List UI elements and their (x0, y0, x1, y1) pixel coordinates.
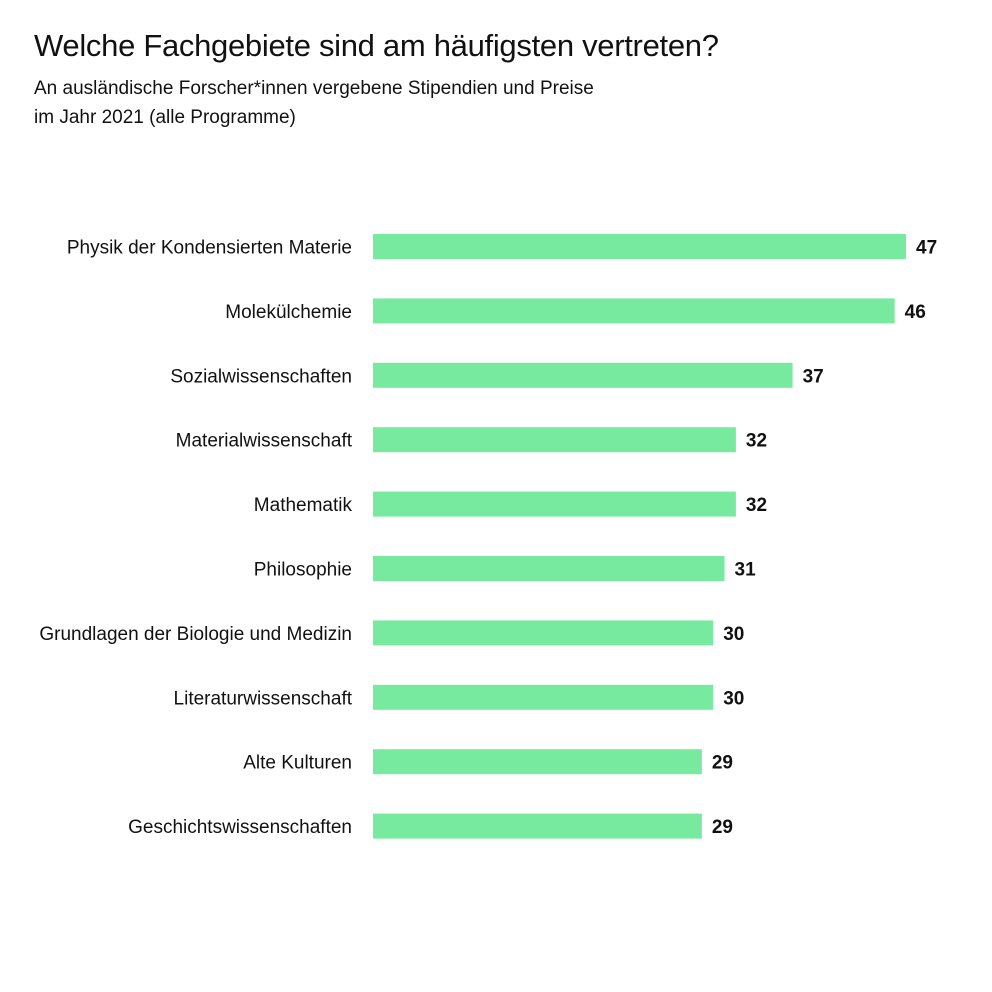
chart-subtitle: An ausländische Forscher*innen vergebene… (34, 74, 734, 132)
value-label: 30 (723, 624, 744, 645)
value-label: 47 (916, 238, 937, 259)
category-label: Sozialwissenschaften (170, 366, 352, 387)
subtitle-line-1: An ausländische Forscher*innen vergebene… (34, 78, 594, 99)
bar (373, 234, 906, 259)
category-label: Alte Kulturen (243, 753, 352, 774)
value-label: 46 (905, 302, 926, 323)
category-label: Literaturwissenschaft (174, 688, 353, 709)
value-label: 29 (712, 753, 733, 774)
bar (373, 684, 714, 710)
category-label: Molekülchemie (225, 302, 352, 323)
value-label: 32 (746, 495, 767, 516)
category-label: Materialwissenschaft (176, 431, 353, 452)
value-label: 31 (735, 560, 757, 581)
category-label: Physik der Kondensierten Materie (67, 238, 352, 259)
value-label: 37 (803, 366, 824, 387)
value-label: 30 (723, 688, 744, 709)
bar (373, 749, 702, 775)
value-label: 32 (746, 431, 767, 452)
category-label: Grundlagen der Biologie und Medizin (39, 624, 352, 645)
bar (373, 491, 736, 517)
value-label: 29 (712, 817, 733, 838)
bar (373, 298, 895, 324)
category-label: Mathematik (254, 495, 353, 516)
bar (373, 620, 714, 646)
bar (373, 362, 793, 388)
subtitle-line-2: im Jahr 2021 (alle Programme) (34, 107, 296, 128)
chart-title: Welche Fachgebiete sind am häufigsten ve… (34, 28, 719, 63)
category-label: Philosophie (254, 560, 352, 581)
category-label: Geschichtswissenschaften (128, 817, 352, 838)
bar (373, 556, 725, 581)
bar (373, 813, 702, 839)
bar (373, 427, 736, 453)
